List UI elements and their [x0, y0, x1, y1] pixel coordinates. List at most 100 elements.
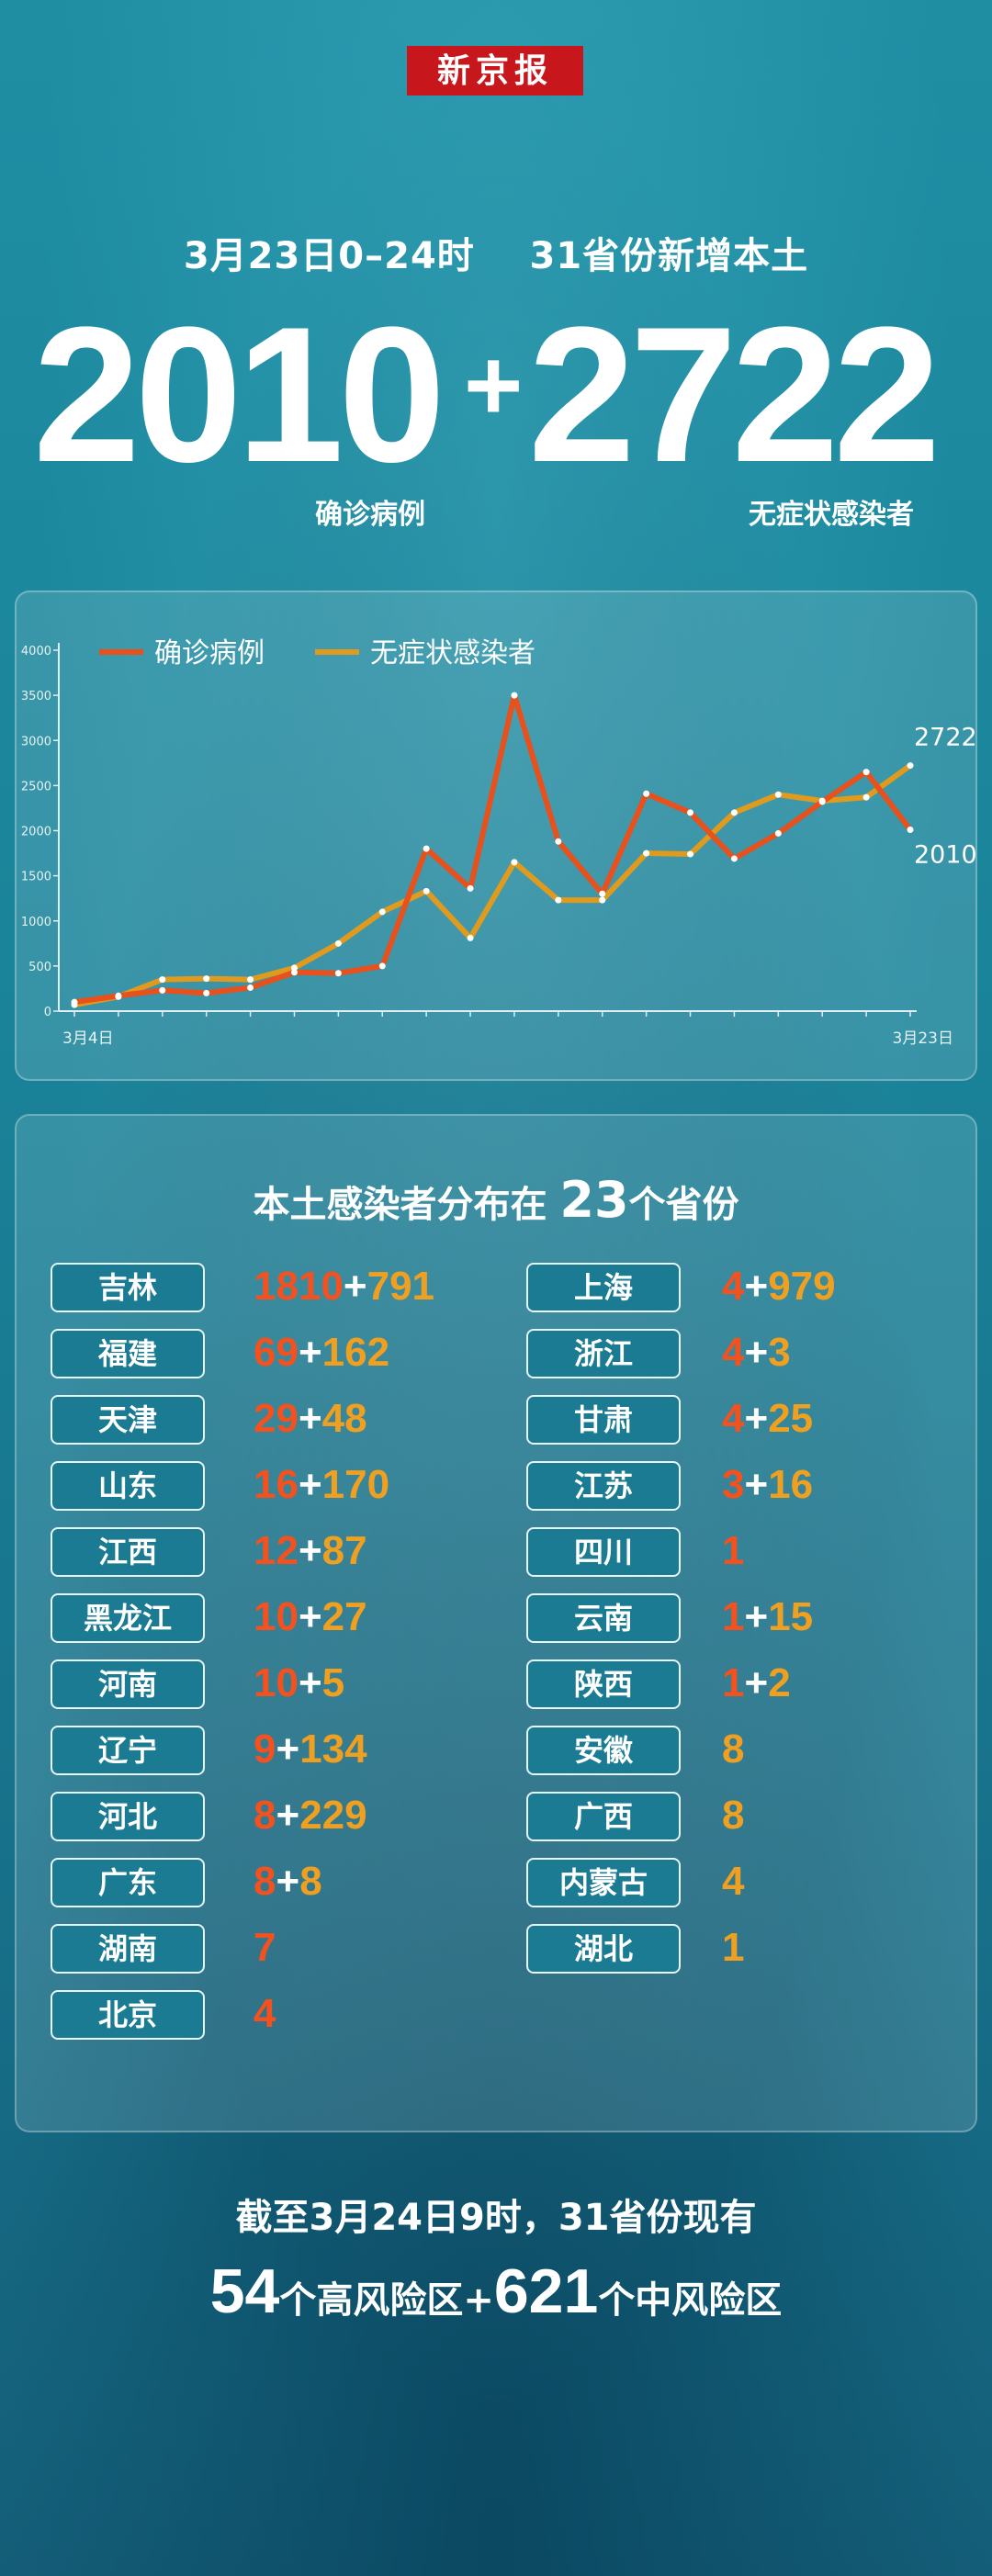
province-count: 23: [559, 1171, 629, 1229]
asymptomatic-point: [643, 849, 650, 857]
trend-chart-panel: 0 500 1000 1500 2000 2500 3000 3500 4000 3月4日 3月23…: [15, 591, 977, 1081]
confirmed-count: 12: [254, 1528, 299, 1573]
plus-sign: +: [276, 1727, 300, 1772]
province-label: 甘肃: [526, 1395, 681, 1445]
province-count: 7: [254, 1923, 276, 1973]
confirmed-count: 1: [722, 1528, 745, 1573]
asymptomatic-count: 27: [321, 1594, 367, 1639]
asymptomatic-label: 无症状感染者: [749, 499, 914, 531]
confirmed-count: 1810: [254, 1264, 344, 1309]
province-label: 内蒙古: [526, 1858, 681, 1907]
province-distribution-panel: 本土感染者分布在 23个省份 吉林 1810+791 福建 69+162 天津 29+48…: [15, 1114, 977, 2132]
plus-sign: +: [744, 1462, 769, 1507]
province-count: 10+27: [254, 1592, 367, 1642]
province-label: 江苏: [526, 1461, 681, 1511]
asymptomatic-point: [203, 975, 210, 983]
asymptomatic-count: 2: [768, 1660, 791, 1705]
province-count: 1810+791: [254, 1262, 434, 1311]
confirmed-point: [247, 984, 254, 991]
confirmed-point: [862, 769, 870, 776]
province-count: 8+229: [254, 1791, 367, 1840]
asymptomatic-point: [511, 859, 518, 866]
confirmed-count: 10: [254, 1660, 299, 1705]
asymptomatic-count: 1: [722, 1925, 745, 1970]
asymptomatic-point: [907, 762, 914, 770]
confirmed-count: 7: [254, 1925, 276, 1970]
province-count: 1+15: [722, 1592, 813, 1642]
confirmed-point: [687, 809, 694, 816]
province-label: 天津: [51, 1395, 205, 1445]
asymptomatic-count: 48: [321, 1396, 367, 1441]
confirmed-count: 16: [254, 1462, 299, 1507]
asymptomatic-point: [423, 887, 430, 894]
y-tick-label: 0: [44, 1006, 51, 1019]
x-end-label: 3月23日: [893, 1029, 953, 1048]
province-label: 四川: [526, 1527, 681, 1577]
confirmed-point: [334, 970, 342, 977]
confirmed-count: 9: [254, 1727, 276, 1772]
asymptomatic-point: [599, 896, 606, 904]
province-label: 福建: [51, 1329, 205, 1378]
confirmed-label: 确诊病例: [315, 499, 425, 531]
confirmed-point: [774, 829, 782, 837]
confirmed-point: [378, 962, 386, 970]
high-risk-label: 个高风险区+: [279, 2279, 494, 2322]
province-label: 河北: [51, 1792, 205, 1841]
province-count: 12+87: [254, 1526, 367, 1576]
risk-area-summary: 54个高风险区+621个中风险区: [0, 2255, 992, 2327]
confirmed-point: [423, 845, 430, 852]
province-count: 4+979: [722, 1262, 836, 1311]
plus-sign: +: [298, 1660, 322, 1705]
province-count: 16+170: [254, 1460, 389, 1510]
asymptomatic-point: [378, 908, 386, 916]
asymptomatic-series-line: [72, 762, 913, 1008]
plus-sign: +: [744, 1396, 769, 1441]
confirmed-count: 3: [722, 1462, 745, 1507]
asymptomatic-count: 8: [299, 1859, 322, 1904]
province-count: 3+16: [722, 1460, 813, 1510]
asymptomatic-end-label: 2722: [914, 724, 975, 752]
y-tick-label: 3000: [21, 735, 51, 748]
y-tick-label: 1000: [21, 916, 51, 929]
y-tick-label: 1500: [21, 871, 51, 884]
province-label: 上海: [526, 1263, 681, 1312]
confirmed-point: [203, 989, 210, 996]
asymptomatic-point: [555, 896, 562, 904]
province-label: 河南: [51, 1659, 205, 1709]
confirmed-point: [599, 890, 606, 897]
province-count: 4+25: [722, 1394, 813, 1444]
province-label: 山东: [51, 1461, 205, 1511]
asymptomatic-point: [774, 791, 782, 798]
asymptomatic-count: 87: [321, 1528, 367, 1573]
confirmed-point: [115, 992, 122, 999]
province-count: 1: [722, 1526, 744, 1576]
asymptomatic-point: [467, 934, 474, 941]
province-count: 4: [254, 1989, 276, 2039]
y-tick-label: 3500: [21, 690, 51, 703]
asymptomatic-count: 979: [768, 1264, 836, 1309]
confirmed-number: 2010: [33, 287, 445, 502]
plus-sign: +: [298, 1462, 322, 1507]
province-label: 辽宁: [51, 1726, 205, 1775]
asymptomatic-count: 229: [299, 1793, 367, 1838]
asymptomatic-point: [334, 939, 342, 947]
x-start-label: 3月4日: [62, 1029, 114, 1048]
asymptomatic-count: 791: [366, 1264, 435, 1309]
plus-sign: +: [343, 1264, 367, 1309]
province-count: 4: [722, 1857, 744, 1907]
confirmed-point: [818, 798, 826, 805]
confirmed-count: 4: [254, 1991, 276, 2036]
high-risk-count: 54: [209, 2256, 280, 2326]
xinjingbao-logo: 新京报: [407, 46, 583, 96]
province-label: 广东: [51, 1858, 205, 1907]
province-label: 云南: [526, 1593, 681, 1643]
asymptomatic-point: [687, 850, 694, 858]
distribution-title-prefix: 本土感染者分布在: [253, 1184, 560, 1226]
legend-label: 无症状感染者: [370, 637, 535, 669]
asymptomatic-count: 162: [321, 1330, 390, 1375]
province-count: 8+8: [254, 1857, 322, 1907]
province-count: 9+134: [254, 1725, 367, 1774]
asymptomatic-count: 5: [321, 1660, 345, 1705]
province-count: 4+3: [722, 1328, 791, 1378]
legend-label: 确诊病例: [154, 637, 265, 669]
